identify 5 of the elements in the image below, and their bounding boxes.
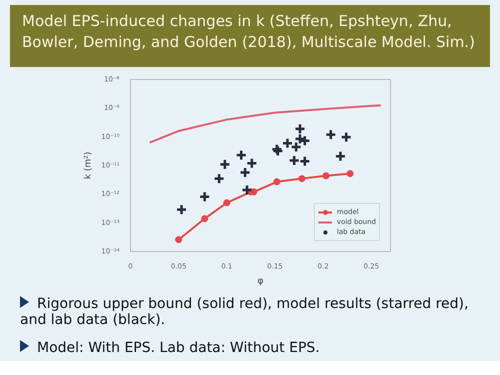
x-axis-title: φ bbox=[258, 276, 264, 286]
text: Model: With EPS. Lab data: Without EPS. bbox=[36, 340, 320, 356]
chart-title: Model EPS-induced changes in k (Steffen, Epshteyn, Zhu, Bowler, Deming, and Golden (2018), Multiscale Model. Sim.) bbox=[22, 11, 476, 54]
y-axis-title: k (m²) bbox=[83, 152, 94, 180]
text: Rigorous upper bound (solid red), model results (starred red), and lab data (black). bbox=[20, 296, 470, 328]
